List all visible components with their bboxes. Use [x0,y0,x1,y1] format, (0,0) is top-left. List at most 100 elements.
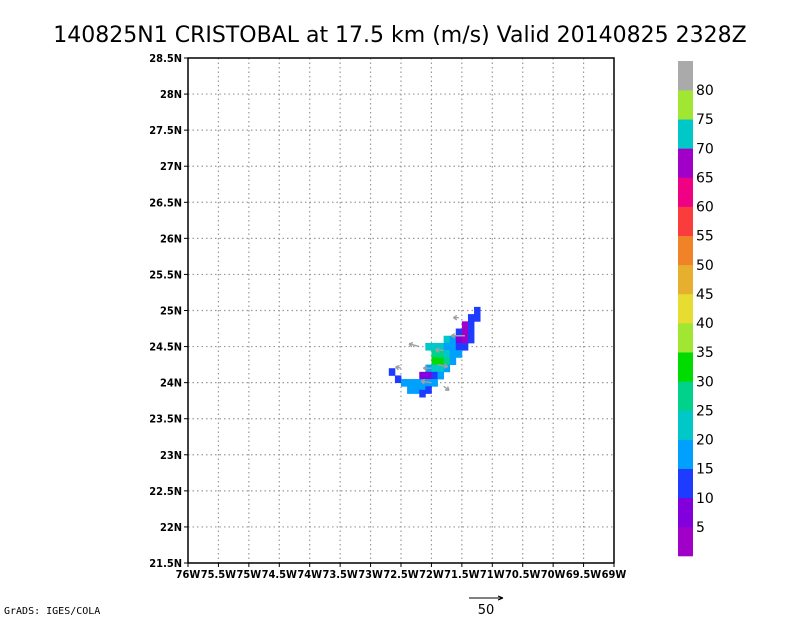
colorbar-label: 20 [696,433,714,449]
y-tick-label: 23.5N [149,413,182,426]
grid [188,58,614,563]
wind-speed-cell [467,314,475,322]
wind-speed-cell [467,335,475,344]
x-tick-label: 70W [541,568,566,581]
wind-speed-cell [419,371,426,380]
colorbar-label: 45 [696,287,714,303]
colorbar-label: 55 [696,229,714,245]
y-tick-label: 25N [160,305,182,318]
colorbar-segment [678,352,693,382]
colorbar-segment [678,61,693,91]
wind-speed-cell [437,371,444,380]
wind-speed-cell [431,364,438,373]
wind-speed-cell [449,350,457,358]
wind-speed-cell [467,321,475,329]
colorbar-label: 25 [696,403,714,419]
wind-vector [453,314,459,321]
wind-speed-cell [437,342,444,351]
wind-vectors [395,314,465,392]
wind-speed-cell [455,335,463,344]
y-tick-label: 22.5N [149,485,182,498]
wind-speed-field [388,306,481,398]
colorbar-segment [678,323,693,353]
y-tick-label: 23N [160,449,182,462]
wind-speed-cell [443,357,451,366]
wind-speed-cell [455,328,463,337]
wind-speed-cell [431,342,438,351]
colorbar-label: 50 [696,258,714,274]
wind-speed-cell [455,342,463,351]
wind-speed-cell [394,375,402,384]
colorbar-segment [678,410,693,440]
x-axis: 76W 75.5W 75W 74.5W 74W 73.5W 73W 72.5W 72W 71.5W… [176,563,627,581]
vector-reference-arrowhead [497,595,504,601]
wind-speed-cell [407,379,414,387]
wind-speed-cell [431,371,438,380]
wind-speed-cell [461,335,469,344]
y-tick-label: 26.5N [149,196,182,209]
colorbar-label: 5 [696,520,705,536]
colorbar: 5 10 15 20 25 30 35 40 45 50 55 60 65 70 75 80 [678,61,714,557]
wind-speed-cell [413,379,420,387]
wind-speed-cell [437,364,444,373]
y-tick-label: 24N [160,377,182,390]
chart-title: 140825N1 CRISTOBAL at 17.5 km (m/s) Vali… [53,23,746,48]
colorbar-label: 65 [696,170,714,186]
colorbar-label: 70 [696,141,714,157]
y-tick-label: 27.5N [149,124,182,137]
wind-speed-cell [431,350,438,358]
wind-speed-cell [467,328,475,337]
wind-speed-cell [437,357,444,366]
vector-reference: 50 [469,595,504,618]
wind-speed-cell [425,342,432,351]
wind-vector [437,363,449,369]
wind-speed-cell [455,350,463,358]
wind-speed-cell [401,379,408,387]
x-tick-label: 72W [419,568,444,581]
x-tick-label: 75W [237,568,262,581]
wind-speed-cell [431,379,438,387]
x-tick-label: 69W [602,568,627,581]
x-tick-label: 74.5W [262,568,297,581]
x-tick-label: 76W [176,568,201,581]
x-tick-label: 69.5W [566,568,601,581]
wind-speed-cell [449,357,457,366]
colorbar-label: 40 [696,316,714,332]
wind-speed-cell [474,306,481,315]
wind-speed-cell [413,386,420,394]
wind-vector [420,378,432,385]
colorbar-segment [678,381,693,411]
wind-speed-cell [431,357,438,366]
wind-vector [408,341,420,348]
colorbar-label: 10 [696,491,714,507]
wind-speed-cell [443,342,451,351]
y-tick-label: 28.5N [149,52,182,65]
colorbar-segment [678,206,693,237]
credit-text: GrADS: IGES/COLA [4,606,100,617]
colorbar-label: 30 [696,374,714,390]
wind-speed-cell [425,386,432,394]
colorbar-label: 15 [696,462,714,478]
wind-speed-cell [474,314,481,322]
colorbar-segment [678,235,693,266]
wind-speed-cell [461,342,469,351]
colorbar-segment [678,119,693,149]
colorbar-segment [678,468,693,499]
wind-speed-cell [443,335,451,344]
y-tick-label: 24.5N [149,341,182,354]
colorbar-segment [678,497,693,528]
colorbar-segment [678,293,693,324]
colorbar-segment [678,177,693,207]
colorbar-label: 60 [696,200,714,216]
y-tick-label: 21.5N [149,557,182,570]
wind-speed-cell [388,368,396,376]
wind-speed-cell [419,389,426,398]
colorbar-label: 80 [696,83,714,99]
x-tick-label: 72.5W [383,568,418,581]
x-tick-label: 75.5W [201,568,236,581]
y-tick-label: 22N [160,521,182,534]
colorbar-segment [678,526,693,557]
wind-speed-cell [437,350,444,358]
colorbar-label: 35 [696,345,714,361]
